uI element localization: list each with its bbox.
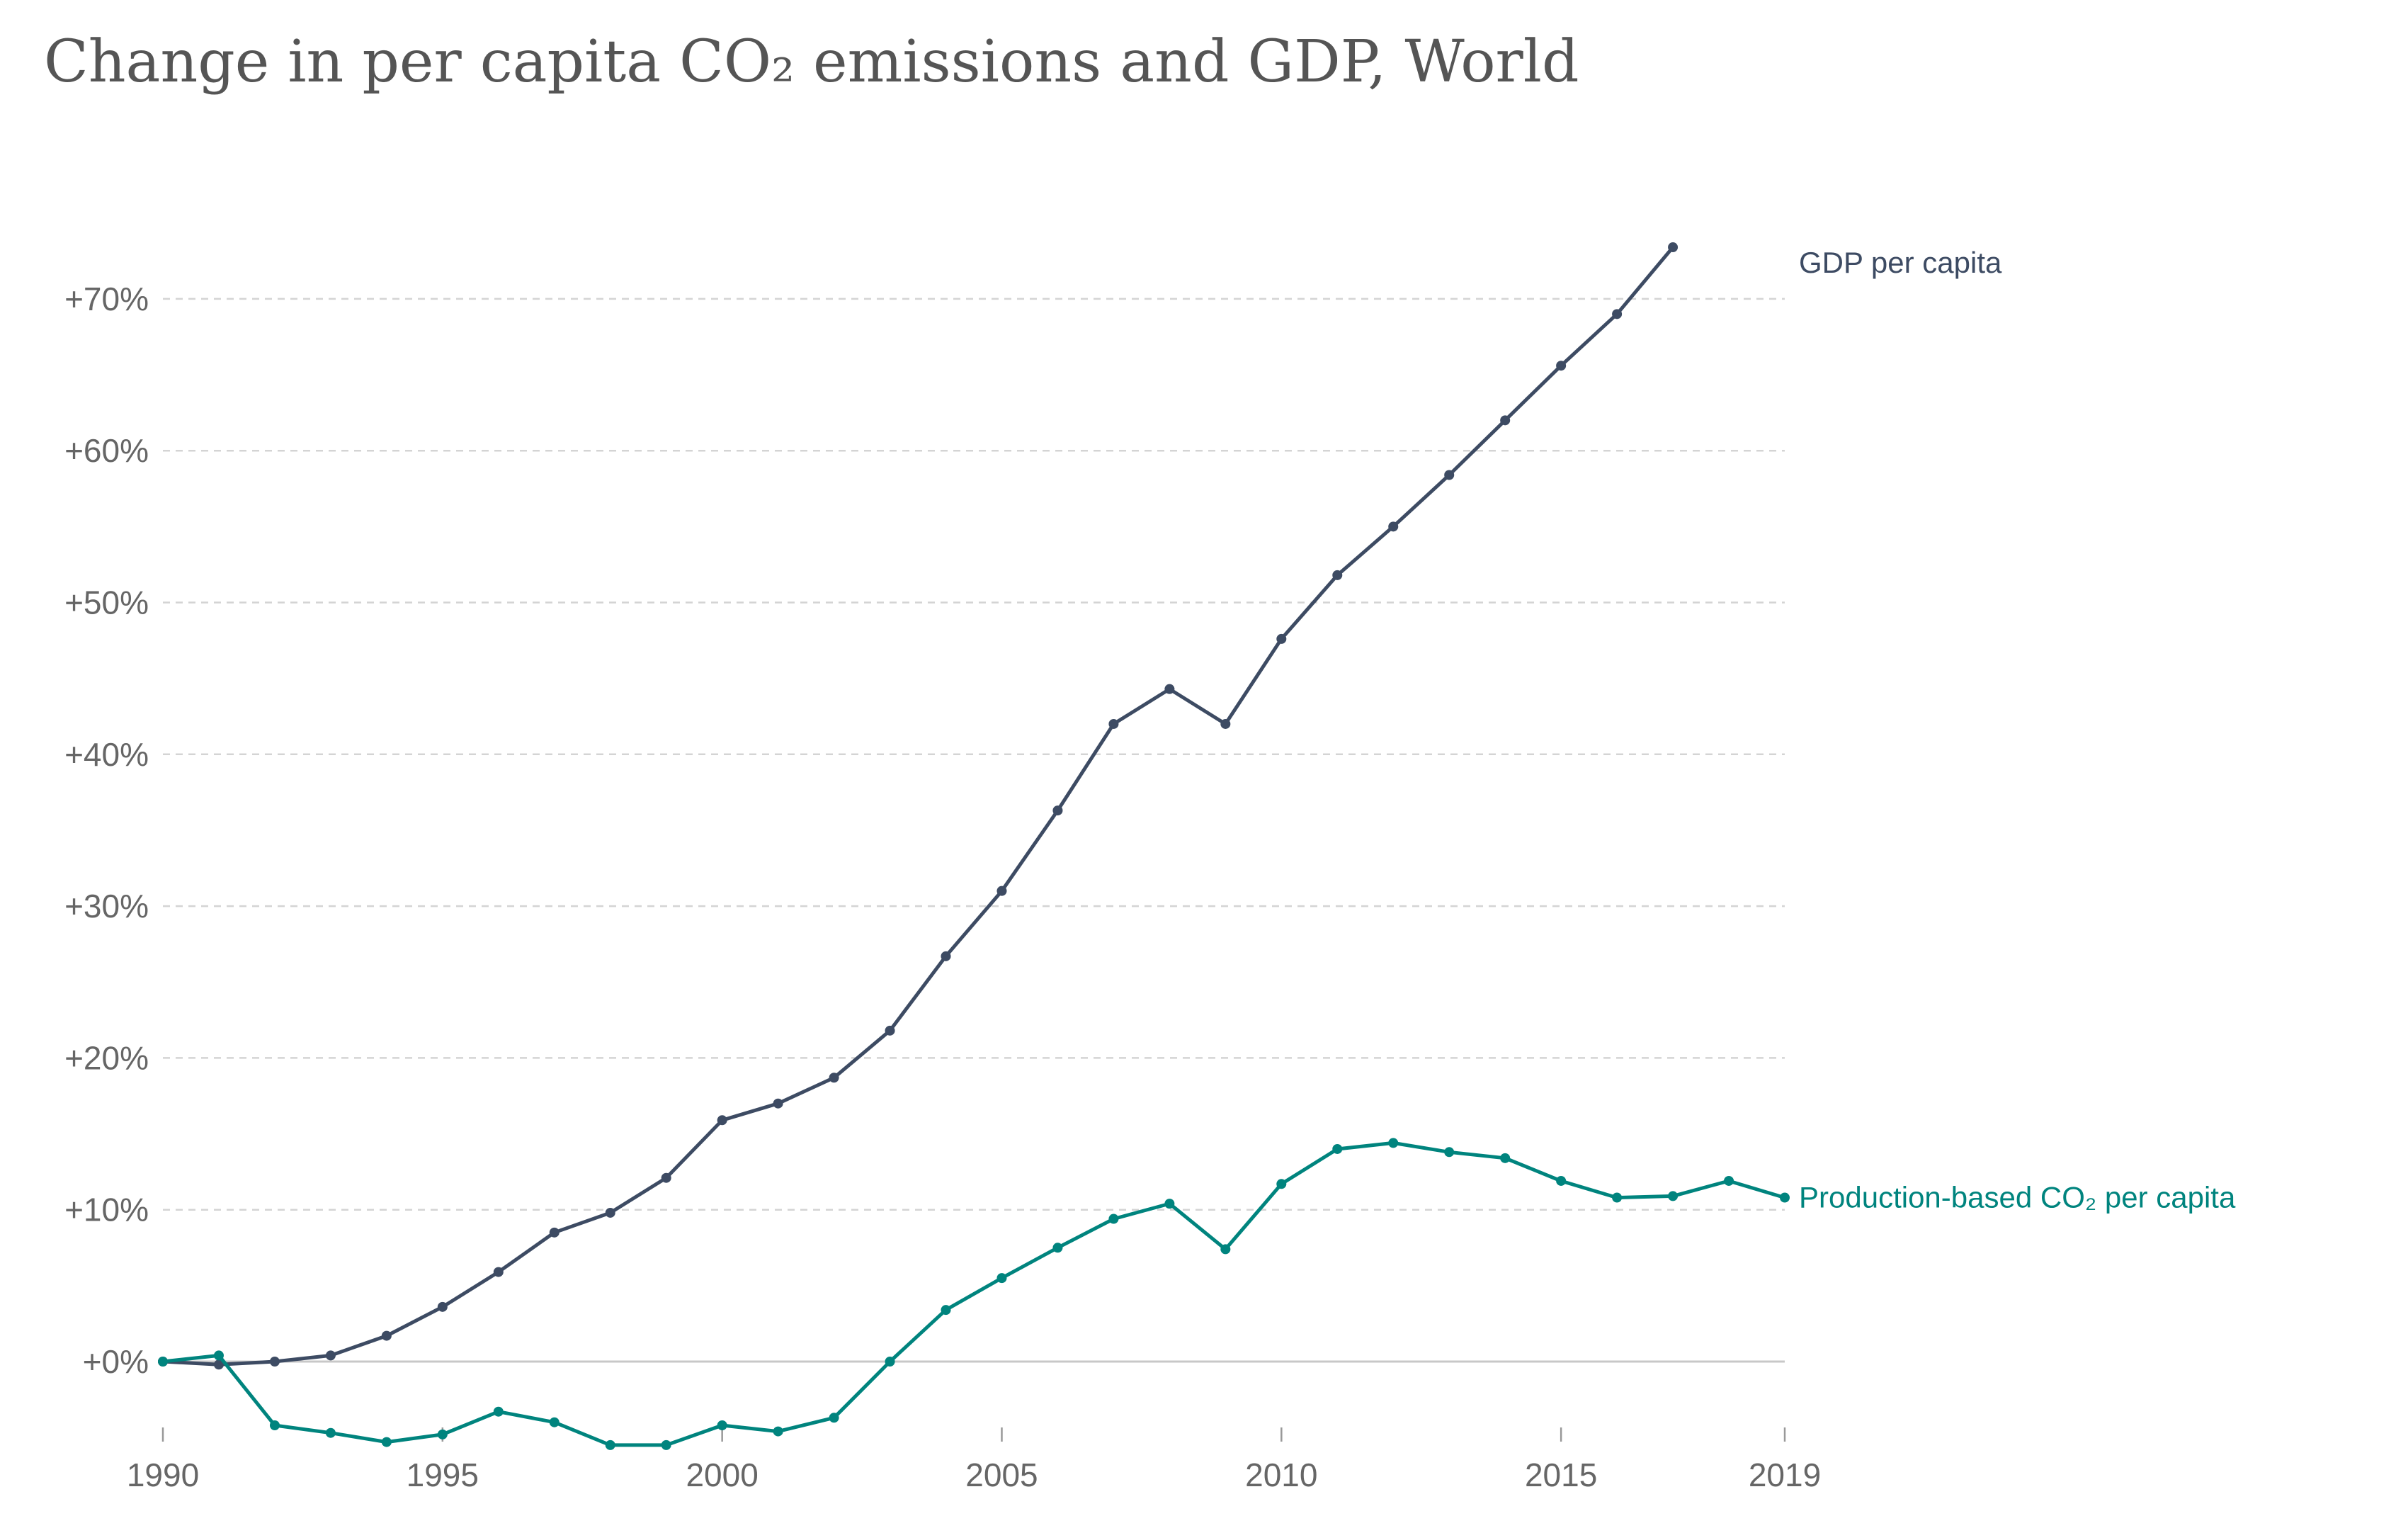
co2-per-capita-point <box>1444 1147 1455 1158</box>
gdp-per-capita-point <box>549 1227 560 1238</box>
gdp-per-capita-point <box>1612 309 1623 319</box>
co2-per-capita-point <box>1556 1175 1567 1186</box>
gdp-per-capita-point <box>829 1073 839 1083</box>
co2-per-capita-point <box>829 1413 839 1423</box>
co2-per-capita-point <box>493 1406 504 1417</box>
y-tick-label: +0% <box>83 1343 149 1380</box>
gdp-per-capita-point <box>1220 718 1231 729</box>
x-tick-label: 2010 <box>1245 1456 1317 1493</box>
x-tick-label: 1990 <box>127 1456 199 1493</box>
co2-per-capita-point <box>325 1427 336 1438</box>
co2-per-capita-point <box>1780 1192 1790 1203</box>
co2-per-capita-point <box>661 1439 671 1450</box>
co2-per-capita-line <box>161 1141 1787 1447</box>
gdp-per-capita-point <box>269 1357 280 1367</box>
gdp-per-capita-line <box>161 245 1675 1367</box>
y-tick-label: +30% <box>64 888 149 924</box>
co2-per-capita-point <box>773 1426 783 1437</box>
gdp-per-capita-point <box>1052 805 1063 816</box>
series-labels: GDP per capita Production-based CO₂ per c… <box>1799 246 2236 1214</box>
y-tick-label: +70% <box>64 281 149 317</box>
y-tick-label: +60% <box>64 432 149 469</box>
co2-per-capita-point <box>1276 1179 1287 1189</box>
co2-per-capita-point <box>213 1350 224 1361</box>
gdp-per-capita-point <box>1276 633 1287 644</box>
gdp-per-capita-point <box>773 1098 783 1109</box>
chart-title: Change in per capita CO₂ emissions and G… <box>44 28 1579 96</box>
gdp-per-capita-point <box>437 1301 448 1312</box>
co2-per-capita-point <box>1500 1153 1511 1163</box>
gdp-per-capita-point <box>381 1330 392 1341</box>
co2-per-capita-point <box>1612 1192 1623 1203</box>
series <box>158 242 1790 1450</box>
gdp-per-capita-point <box>1500 415 1511 426</box>
co2-per-capita-point <box>437 1429 448 1439</box>
gdp-per-capita-point <box>1164 684 1175 694</box>
gdp-per-capita-point <box>1556 361 1567 371</box>
gdp-per-capita-label: GDP per capita <box>1799 246 2002 279</box>
axes: +0% +10% +20% +30% +40% +50% +60% +70% 1990 1995 2… <box>64 281 1821 1493</box>
gdp-per-capita-point <box>605 1207 615 1218</box>
co2-per-capita-point <box>549 1417 560 1427</box>
co2-per-capita-point <box>996 1273 1007 1284</box>
y-tick-label: +20% <box>64 1039 149 1076</box>
co2-per-capita-point <box>1724 1175 1734 1186</box>
y-tick-label: +10% <box>64 1192 149 1228</box>
y-tick-label: +50% <box>64 584 149 621</box>
co2-per-capita-point <box>605 1439 615 1450</box>
co2-per-capita-point <box>941 1305 951 1316</box>
x-tick-label: 1995 <box>407 1456 479 1493</box>
co2-per-capita-point <box>1220 1244 1231 1255</box>
gdp-per-capita-point <box>325 1350 336 1361</box>
gdp-per-capita-point <box>1668 242 1679 253</box>
co2-per-capita-point <box>1332 1143 1343 1154</box>
x-tick-label: 2019 <box>1749 1456 1821 1493</box>
gdp-per-capita-point <box>941 951 951 961</box>
gdp-per-capita-point <box>661 1172 671 1183</box>
co2-per-capita-point <box>158 1357 168 1367</box>
co2-per-capita-point <box>1052 1243 1063 1253</box>
gdp-per-capita-point <box>493 1267 504 1277</box>
co2-per-capita-point <box>1108 1214 1119 1224</box>
gdp-per-capita-point <box>1388 521 1399 532</box>
gdp-per-capita-point <box>1332 570 1343 580</box>
co2-per-capita-point <box>269 1420 280 1431</box>
y-tick-label: +40% <box>64 736 149 773</box>
gdp-per-capita-point <box>717 1115 727 1126</box>
x-tick-label: 2000 <box>686 1456 758 1493</box>
co2-per-capita-point <box>717 1420 727 1431</box>
gdp-per-capita-point <box>1108 718 1119 729</box>
gdp-per-capita-point <box>885 1025 895 1036</box>
co2-per-capita-label: Production-based CO₂ per capita <box>1799 1181 2236 1214</box>
gdp-per-capita-point <box>1444 470 1455 480</box>
co2-per-capita-point <box>1388 1138 1399 1148</box>
gdp-per-capita-point <box>213 1359 224 1370</box>
gridlines <box>163 298 1785 1363</box>
x-tick-label: 2015 <box>1525 1456 1597 1493</box>
gdp-per-capita-point <box>996 886 1007 896</box>
co2-per-capita-point <box>1668 1191 1679 1201</box>
co2-per-capita-point <box>1164 1199 1175 1209</box>
x-tick-label: 2005 <box>965 1456 1038 1493</box>
co2-per-capita-point <box>381 1437 392 1447</box>
co2-per-capita-point <box>885 1357 895 1367</box>
